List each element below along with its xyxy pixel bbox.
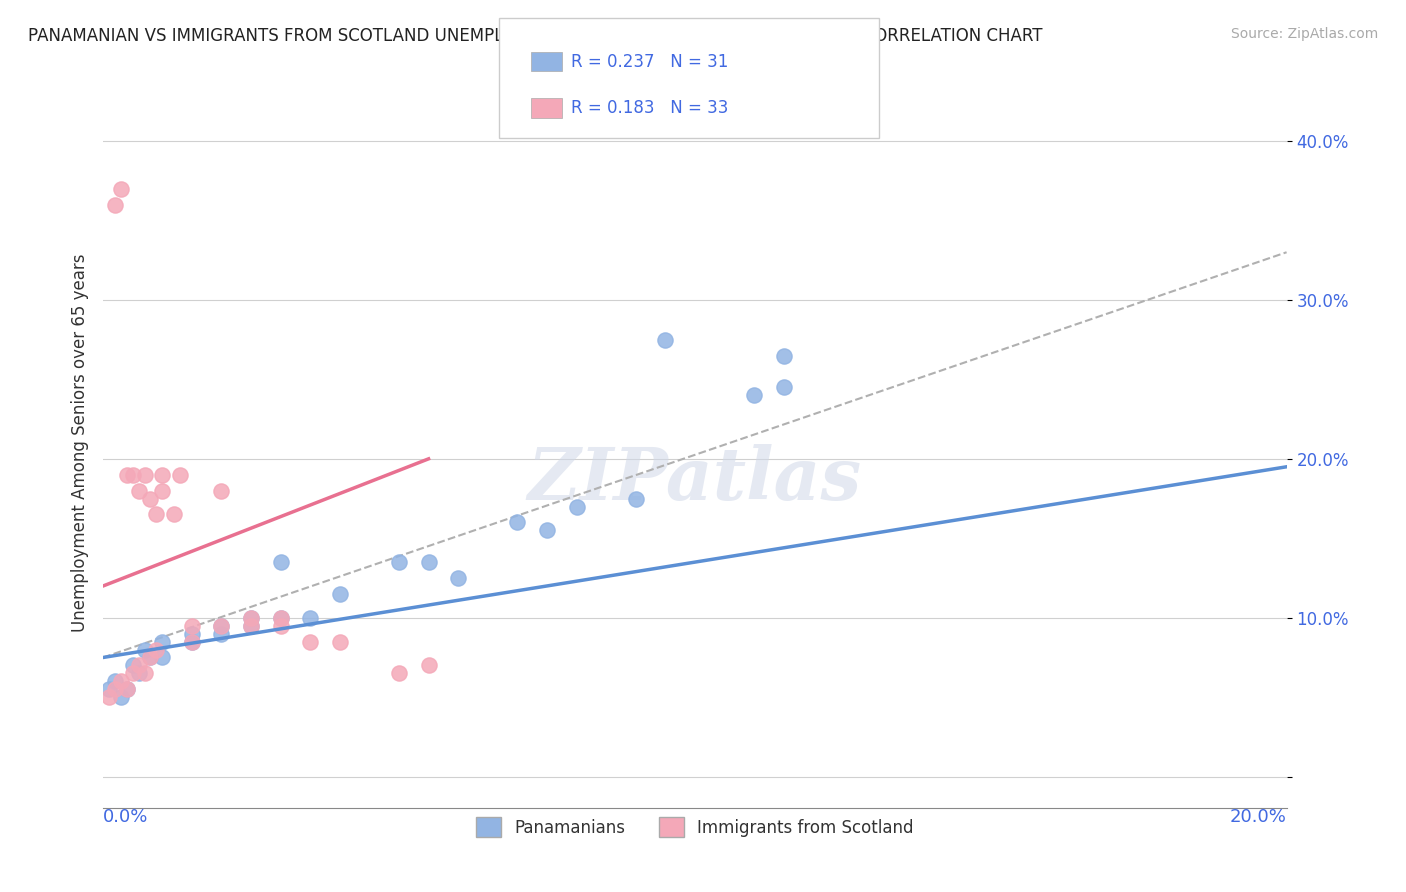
Point <box>742 388 765 402</box>
Text: R = 0.183   N = 33: R = 0.183 N = 33 <box>571 99 728 117</box>
Point <box>299 611 322 625</box>
Point <box>139 650 162 665</box>
Point <box>110 690 132 705</box>
Point <box>388 555 411 569</box>
Point <box>329 587 352 601</box>
Point <box>115 682 138 697</box>
Point <box>110 674 132 689</box>
Point <box>115 682 138 697</box>
Text: Source: ZipAtlas.com: Source: ZipAtlas.com <box>1230 27 1378 41</box>
Point <box>169 467 191 482</box>
Y-axis label: Unemployment Among Seniors over 65 years: Unemployment Among Seniors over 65 years <box>72 253 89 632</box>
Point <box>134 666 156 681</box>
Point <box>211 626 233 640</box>
Point <box>104 197 127 211</box>
Point <box>139 491 162 506</box>
Text: 20.0%: 20.0% <box>1230 808 1286 827</box>
Point <box>447 571 470 585</box>
Point <box>121 467 143 482</box>
Point <box>104 682 127 697</box>
Point <box>104 674 127 689</box>
Point <box>163 508 186 522</box>
Text: ZIPatlas: ZIPatlas <box>527 444 862 515</box>
Point <box>145 508 167 522</box>
Point <box>211 483 233 498</box>
Point <box>180 634 202 648</box>
Point <box>145 642 167 657</box>
Text: 0.0%: 0.0% <box>103 808 149 827</box>
Point <box>270 618 292 632</box>
Point <box>240 618 263 632</box>
Point <box>150 650 173 665</box>
Point <box>565 500 588 514</box>
Point <box>128 483 150 498</box>
Point <box>121 658 143 673</box>
Point <box>98 682 121 697</box>
Point <box>240 618 263 632</box>
Point <box>115 467 138 482</box>
Point <box>299 634 322 648</box>
Point <box>98 690 121 705</box>
Point <box>128 658 150 673</box>
Point <box>654 333 676 347</box>
Point <box>150 634 173 648</box>
Point <box>270 611 292 625</box>
Point <box>150 467 173 482</box>
Point <box>134 642 156 657</box>
Point <box>211 618 233 632</box>
Point <box>211 618 233 632</box>
Point <box>506 516 529 530</box>
Point <box>772 349 794 363</box>
Point <box>139 650 162 665</box>
Point <box>180 626 202 640</box>
Point <box>536 524 558 538</box>
Point <box>329 634 352 648</box>
Point <box>240 611 263 625</box>
Point <box>150 483 173 498</box>
Point <box>624 491 647 506</box>
Point <box>270 555 292 569</box>
Point <box>270 611 292 625</box>
Text: PANAMANIAN VS IMMIGRANTS FROM SCOTLAND UNEMPLOYMENT AMONG SENIORS OVER 65 YEARS : PANAMANIAN VS IMMIGRANTS FROM SCOTLAND U… <box>28 27 1043 45</box>
Point <box>418 658 440 673</box>
Point <box>418 555 440 569</box>
Point <box>121 666 143 681</box>
Point <box>240 611 263 625</box>
Point <box>388 666 411 681</box>
Point <box>180 618 202 632</box>
Text: R = 0.237   N = 31: R = 0.237 N = 31 <box>571 53 728 70</box>
Legend: Panamanians, Immigrants from Scotland: Panamanians, Immigrants from Scotland <box>470 810 921 844</box>
Point <box>180 634 202 648</box>
Point <box>134 467 156 482</box>
Point <box>772 380 794 394</box>
Point <box>110 182 132 196</box>
Point <box>128 666 150 681</box>
